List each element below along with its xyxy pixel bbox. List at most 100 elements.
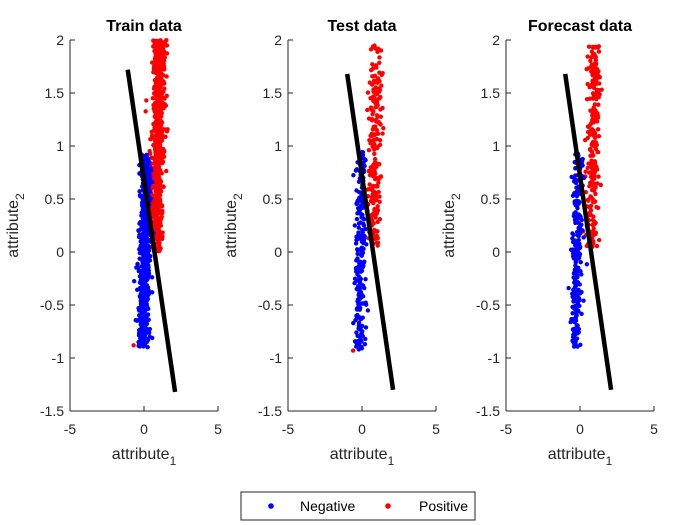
data-point	[147, 151, 153, 156]
data-point	[355, 234, 361, 239]
data-point	[360, 205, 366, 210]
data-point	[152, 197, 157, 203]
data-point	[594, 164, 599, 170]
data-point	[590, 111, 595, 116]
data-point	[361, 156, 367, 161]
data-point	[375, 184, 380, 189]
data-point	[376, 189, 381, 195]
data-point	[153, 111, 159, 116]
data-point	[152, 48, 157, 54]
data-point	[377, 55, 382, 60]
data-point	[591, 83, 597, 88]
data-point	[152, 127, 157, 133]
data-point	[373, 191, 378, 196]
data-point	[365, 107, 370, 113]
data-point	[148, 180, 153, 185]
y-tick-label: 0	[492, 244, 500, 260]
data-point	[363, 302, 369, 307]
data-point	[591, 105, 596, 110]
data-point	[153, 81, 158, 86]
data-point	[156, 38, 161, 44]
decision-boundary-line	[125, 69, 178, 393]
data-point	[372, 156, 378, 162]
data-point	[151, 44, 156, 49]
data-point	[144, 168, 149, 174]
y-tick-label: -0.5	[40, 297, 64, 313]
data-point	[588, 153, 593, 159]
y-tick-label: 2	[274, 32, 282, 48]
data-point	[164, 43, 170, 48]
data-point	[585, 54, 590, 59]
panel-title: Forecast data	[528, 18, 632, 35]
y-tick-label: 1.5	[481, 85, 501, 101]
data-point	[374, 233, 380, 239]
data-point	[593, 230, 599, 235]
data-point	[571, 213, 577, 219]
y-tick-label: -1.5	[476, 403, 500, 419]
data-point	[363, 276, 368, 282]
data-point	[361, 223, 367, 228]
decision-boundary-line	[562, 73, 614, 391]
data-point	[152, 107, 157, 113]
data-point	[137, 189, 142, 194]
data-point	[581, 235, 586, 240]
data-point	[138, 339, 143, 345]
data-point	[362, 341, 368, 347]
data-point	[351, 172, 356, 178]
data-point	[352, 339, 358, 344]
data-point	[580, 163, 585, 168]
data-point	[156, 65, 161, 70]
data-point	[138, 291, 144, 297]
data-point	[373, 132, 378, 137]
y-tick-label: 1.5	[45, 85, 65, 101]
data-point	[596, 237, 602, 243]
data-point	[591, 214, 596, 219]
data-point	[352, 280, 357, 286]
y-tick-label: -1	[488, 350, 501, 366]
data-point	[381, 126, 386, 131]
panel-3: -1.5 -1 -0.5 0 0.5 1 1.5 2 -5 0 5 Forecast data attr…	[441, 18, 658, 468]
data-point	[585, 197, 591, 202]
data-point	[575, 344, 580, 349]
x-tick-label: -5	[282, 421, 295, 437]
data-point	[577, 246, 582, 251]
data-point	[366, 168, 371, 174]
data-point	[149, 275, 155, 280]
data-point	[587, 123, 592, 128]
data-point	[375, 194, 380, 199]
data-point	[155, 198, 161, 203]
data-point	[577, 241, 582, 246]
panel-2: -1.5 -1 -0.5 0 0.5 1 1.5 2 -5 0 5 Test data attribut…	[223, 18, 440, 468]
x-tick-label: 0	[576, 421, 584, 437]
data-point	[137, 232, 142, 238]
y-tick-label: 0.5	[45, 191, 65, 207]
y-tick-label: -0.5	[258, 297, 282, 313]
data-point	[576, 233, 581, 239]
data-point	[136, 305, 141, 311]
data-point	[151, 171, 156, 176]
data-point	[590, 127, 595, 132]
data-point	[356, 274, 362, 280]
data-point	[159, 211, 165, 216]
y-tick-label: 1	[492, 138, 500, 154]
data-point	[144, 225, 150, 230]
data-point	[578, 214, 583, 220]
data-point	[592, 66, 597, 72]
data-point	[581, 298, 586, 303]
data-point	[363, 336, 368, 342]
data-point	[156, 211, 161, 216]
data-point	[571, 270, 577, 276]
data-point	[571, 344, 577, 349]
data-point	[145, 291, 150, 297]
data-point	[597, 81, 602, 86]
data-point	[572, 326, 577, 332]
y-tick-label: -1	[52, 350, 65, 366]
data-point	[376, 78, 381, 83]
data-point	[154, 44, 159, 49]
data-point	[596, 102, 601, 107]
data-point	[164, 38, 169, 43]
data-point	[144, 160, 149, 165]
data-point	[360, 250, 365, 255]
data-point	[373, 137, 379, 142]
data-point	[573, 258, 579, 263]
